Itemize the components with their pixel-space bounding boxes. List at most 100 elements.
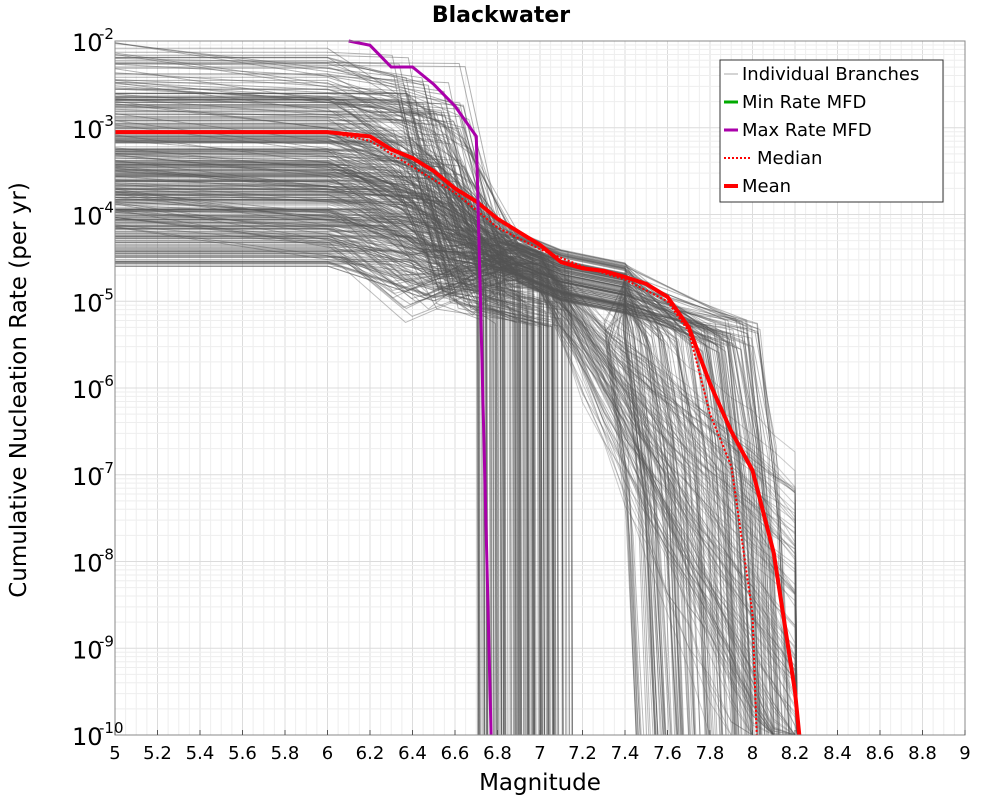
branch-line: [115, 96, 553, 736]
branch-line: [115, 200, 776, 736]
branch-line: [115, 172, 709, 736]
branch-line: [114, 153, 537, 736]
branch-line: [115, 247, 755, 736]
branch-line: [115, 253, 798, 736]
branch-line: [115, 235, 758, 736]
branch-line: [115, 176, 656, 736]
y-tick-base: 10: [72, 289, 103, 317]
branch-line: [115, 163, 736, 736]
branch-line: [115, 149, 745, 736]
branch-line: [115, 115, 639, 736]
branch-line: [115, 176, 763, 736]
branch-line: [114, 79, 549, 736]
branch-line: [115, 226, 761, 736]
branch-line: [114, 170, 543, 736]
branch-line: [115, 166, 798, 736]
branch-line: [115, 221, 798, 736]
branch-line: [115, 139, 798, 736]
y-tick-exponent: -3: [99, 112, 114, 130]
branch-line: [115, 151, 755, 736]
branch-line: [114, 153, 545, 736]
branch-line: [115, 225, 529, 736]
branch-line: [115, 247, 737, 736]
branch-line: [114, 211, 506, 736]
branch-line: [115, 131, 755, 736]
branch-line: [115, 119, 493, 736]
y-tick-base: 10: [72, 723, 103, 751]
branch-line: [115, 230, 637, 736]
branch-line: [115, 225, 779, 736]
branch-line: [115, 199, 798, 736]
legend-label-min: Min Rate MFD: [742, 92, 866, 113]
branch-line: [115, 163, 798, 736]
branch-line: [114, 63, 521, 736]
branch-line: [115, 67, 550, 736]
branch-line: [115, 47, 542, 736]
branch-line: [115, 142, 798, 736]
branch-line: [115, 194, 573, 736]
branch-line: [115, 261, 776, 736]
branch-line: [115, 251, 766, 736]
branch-line: [115, 260, 647, 736]
branch-line: [115, 194, 798, 736]
legend-box: [719, 59, 944, 203]
legend-item-mean: Mean: [724, 176, 791, 197]
branch-line: [115, 225, 690, 736]
legend-item-median: Median: [724, 148, 822, 169]
x-tick-label: 8.4: [823, 743, 852, 764]
branch-line: [115, 253, 798, 736]
series-mean: [115, 130, 802, 736]
branch-line: [115, 237, 723, 736]
y-tick-label: 10-10: [72, 719, 124, 751]
branch-line: [115, 196, 665, 736]
branch-line: [115, 164, 790, 736]
branch-line: [114, 151, 507, 736]
branch-line: [115, 116, 524, 736]
branch-line: [115, 185, 696, 736]
branch-line: [115, 251, 637, 736]
branch-line: [115, 169, 718, 736]
branch-line: [115, 175, 798, 736]
y-tick-label: 10-3: [72, 112, 114, 144]
branch-line: [115, 161, 488, 736]
branch-line: [115, 245, 798, 736]
y-tick-exponent: -6: [99, 372, 114, 390]
branch-line: [114, 209, 530, 736]
x-tick-label: 8.2: [781, 743, 810, 764]
branch-line: [115, 141, 642, 736]
branch-line: [114, 85, 517, 736]
series-median: [115, 131, 758, 736]
branch-line: [114, 188, 554, 736]
branch-line: [115, 246, 682, 736]
branch-line: [114, 217, 541, 736]
branch-line: [115, 224, 743, 736]
branch-line: [115, 186, 798, 736]
branch-line: [115, 194, 780, 736]
y-tick-label: 10-4: [72, 199, 114, 231]
branch-line: [115, 88, 506, 736]
branch-line: [115, 180, 645, 736]
y-axis-ticks: 10-210-310-410-510-610-710-810-910-10: [72, 25, 124, 751]
branch-line: [115, 160, 740, 736]
branch-line: [115, 256, 666, 736]
branch-line: [115, 214, 529, 736]
x-tick-label: 7: [534, 743, 545, 764]
branch-line: [115, 108, 534, 736]
branch-line: [115, 219, 721, 736]
branch-line: [114, 43, 557, 736]
branch-line: [115, 203, 657, 736]
branch-line: [115, 156, 697, 736]
branch-line: [115, 141, 798, 736]
x-tick-label: 7.8: [696, 743, 725, 764]
branch-line: [115, 237, 798, 736]
branch-line: [115, 222, 798, 736]
branch-line: [115, 190, 798, 736]
y-tick-base: 10: [72, 116, 103, 144]
branch-line: [114, 124, 568, 736]
summary-series: [115, 39, 802, 736]
branch-line: [114, 42, 554, 736]
branch-line: [115, 188, 798, 736]
branch-line: [115, 199, 798, 736]
branch-line: [114, 103, 526, 736]
branch-line: [115, 123, 656, 736]
